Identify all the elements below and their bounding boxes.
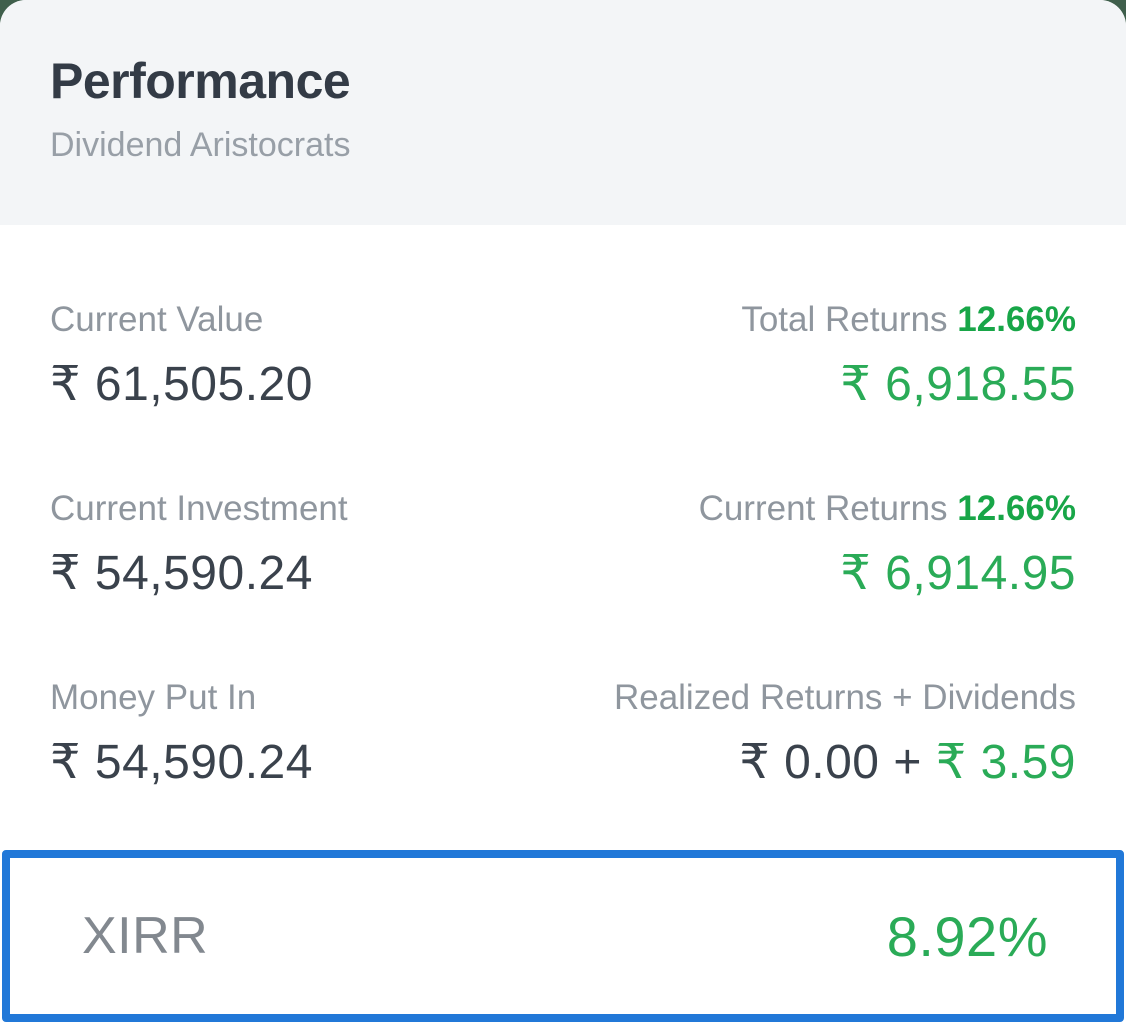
realized-returns-amount: ₹ 0.00 + ₹ 3.59 (739, 735, 1076, 790)
money-put-in-amount: ₹ 54,590.24 (50, 736, 313, 790)
current-returns-amount: ₹ 6,914.95 (840, 547, 1076, 601)
current-investment-label: Current Investment (50, 489, 348, 529)
current-returns-label-text: Current Returns (698, 489, 958, 529)
current-value-amount: ₹ 61,505.20 (50, 358, 313, 411)
card-header: Performance Dividend Aristocrats (0, 0, 1126, 225)
page-title: Performance (50, 53, 351, 109)
realized-returns-plain-part: ₹ 0.00 + (739, 736, 936, 790)
current-value-metric: Current Value ₹ 61,505.20 (50, 299, 313, 412)
xirr-value: 8.92% (886, 904, 1048, 968)
metric-row-money-put-in: Money Put In ₹ 54,590.24 Realized Return… (50, 677, 1076, 790)
metrics-section: Current Value ₹ 61,505.20 Total Returns … (0, 225, 1126, 791)
current-returns-label: Current Returns 12.66% (699, 488, 1076, 530)
current-returns-percent: 12.66% (957, 489, 1076, 529)
xirr-label: XIRR (82, 907, 209, 965)
metric-row-current-value: Current Value ₹ 61,505.20 Total Returns … (50, 299, 1076, 412)
portfolio-subtitle: Dividend Aristocrats (50, 126, 351, 164)
money-put-in-metric: Money Put In ₹ 54,590.24 (50, 677, 313, 790)
total-returns-label-text: Total Returns (741, 300, 958, 339)
current-returns-metric: Current Returns 12.66% ₹ 6,914.95 (699, 488, 1076, 601)
current-value-label: Current Value (50, 300, 264, 339)
xirr-section[interactable]: XIRR 8.92% (2, 850, 1124, 1022)
money-put-in-label: Money Put In (50, 678, 257, 718)
total-returns-label: Total Returns 12.66% (741, 299, 1076, 341)
dividends-green-part: ₹ 3.59 (935, 736, 1076, 790)
realized-returns-metric: Realized Returns + Dividends ₹ 0.00 + ₹ … (614, 677, 1076, 790)
total-returns-percent: 12.66% (957, 300, 1076, 339)
realized-returns-label: Realized Returns + Dividends (613, 678, 1076, 718)
metric-row-current-investment: Current Investment ₹ 54,590.24 Current R… (50, 488, 1076, 601)
total-returns-metric: Total Returns 12.66% ₹ 6,918.55 (741, 299, 1076, 412)
current-investment-amount: ₹ 54,590.24 (50, 547, 313, 601)
total-returns-amount: ₹ 6,918.55 (840, 358, 1076, 411)
current-investment-metric: Current Investment ₹ 54,590.24 (50, 488, 348, 601)
